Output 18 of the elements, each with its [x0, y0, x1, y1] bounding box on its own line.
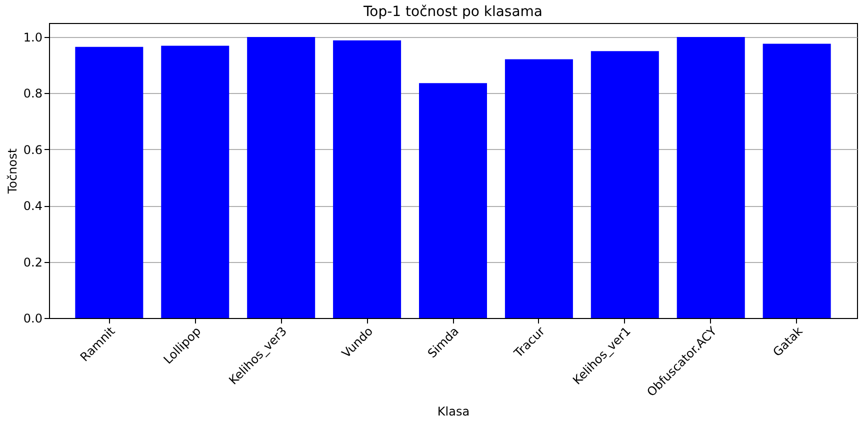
chart-title: Top-1 točnost po klasama [362, 4, 543, 20]
bar [161, 46, 230, 318]
y-tick-label: 0.6 [23, 142, 42, 157]
y-tick-label: 0.8 [23, 86, 42, 101]
y-tick-label: 0.4 [23, 199, 42, 214]
bar [75, 46, 144, 318]
y-tick-label: 1.0 [23, 30, 42, 45]
bar [504, 59, 573, 318]
bar [762, 44, 831, 318]
y-axis-title: Točnost [5, 148, 20, 195]
y-tick-label: 0.0 [23, 312, 42, 326]
bar [676, 37, 745, 318]
bar [333, 40, 402, 318]
y-tick-label: 0.2 [23, 255, 42, 270]
x-axis-title: Klasa [437, 404, 470, 419]
bar [247, 37, 316, 318]
bar [419, 83, 487, 318]
bar [590, 51, 659, 318]
